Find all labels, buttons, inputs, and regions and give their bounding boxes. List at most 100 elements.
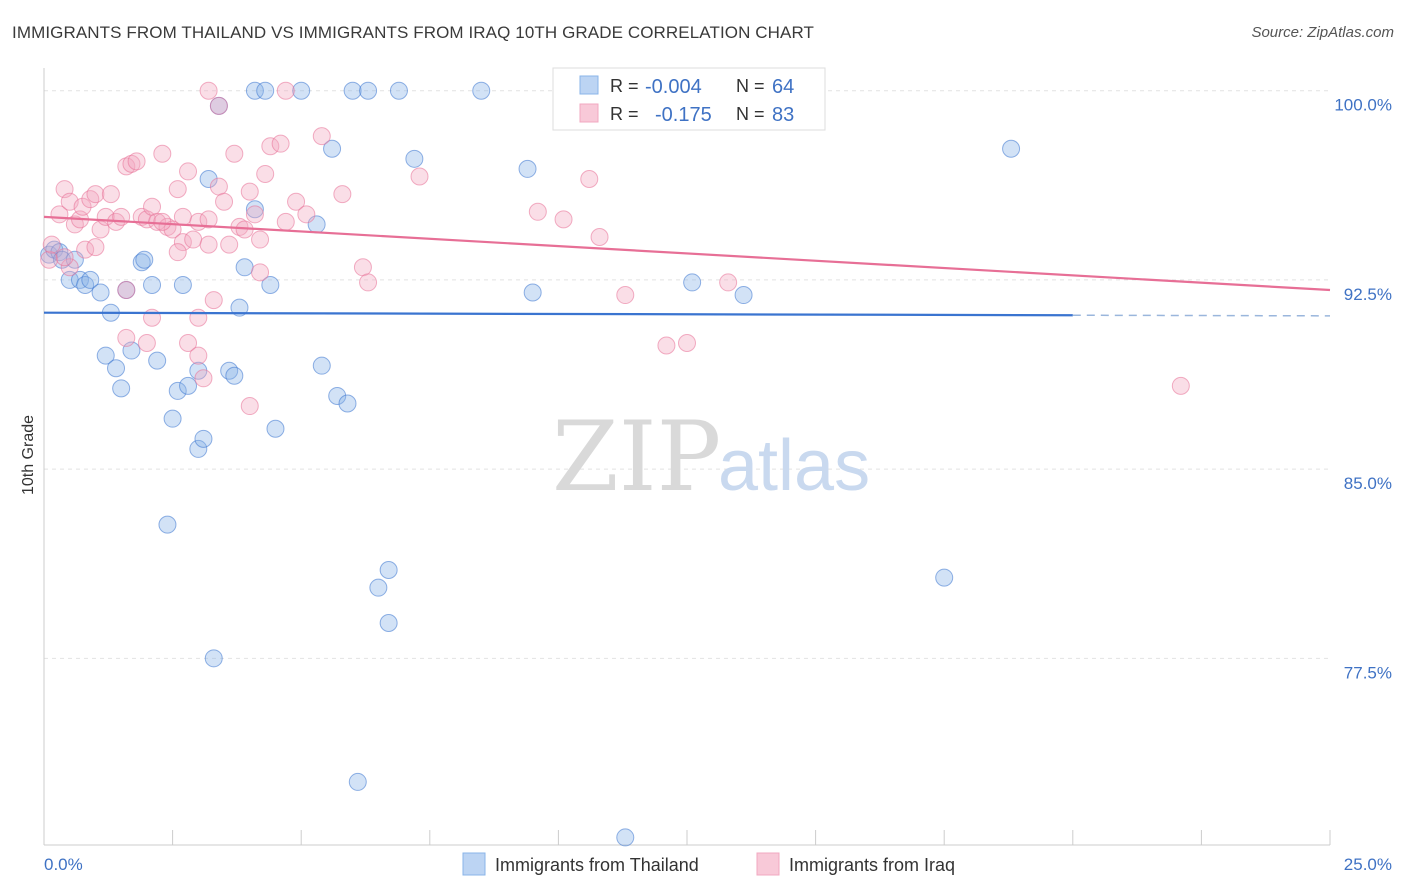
iraq-point-73: [240, 397, 259, 416]
iraq-point-52: [528, 202, 547, 221]
thailand-point-44: [163, 409, 182, 428]
iraq-point-15: [112, 207, 131, 226]
iraq-point-78: [55, 248, 74, 267]
iraq-point-32: [209, 177, 228, 196]
iraq-point-16: [117, 157, 136, 176]
x-ticks: [43, 830, 1331, 845]
iraq-point-74: [117, 281, 136, 299]
thailand-point-34: [518, 159, 537, 178]
thailand-point-54: [328, 386, 347, 405]
iraq-trend-line: [43, 215, 1331, 292]
stats-iraq-swatch: [579, 103, 599, 123]
iraq-point-46: [297, 205, 316, 224]
iraq-point-81: [251, 230, 270, 249]
thailand-point-16: [199, 170, 218, 188]
thailand-point-39: [96, 346, 115, 365]
iraq-point-17: [122, 154, 141, 173]
y-tick-label-2: 85.0%: [1344, 474, 1392, 493]
thailand-point-55: [338, 394, 357, 413]
iraq-point-39: [245, 205, 264, 224]
iraq-point-28: [179, 162, 198, 181]
iraq-point-82: [168, 243, 187, 262]
iraq-point-79: [153, 212, 172, 231]
thailand-point-53: [312, 356, 331, 375]
iraq-point-54: [580, 170, 599, 188]
thailand-point-6: [71, 270, 90, 289]
iraq-point-18: [127, 152, 146, 171]
chart-title: IMMIGRANTS FROM THAILAND VS IMMIGRANTS F…: [12, 23, 815, 42]
iraq-point-45: [287, 192, 306, 211]
thailand-point-22: [245, 81, 264, 100]
thailand-point-41: [112, 379, 131, 398]
thailand-point-60: [204, 649, 223, 668]
iraq-point-69: [189, 346, 208, 365]
thailand-point-12: [132, 253, 151, 272]
y-tick-label-3: 77.5%: [1344, 663, 1392, 682]
iraq-point-10: [86, 185, 105, 204]
thailand-point-8: [81, 270, 100, 289]
y-tick-label-0: 100.0%: [1334, 96, 1392, 115]
watermark-atlas: atlas: [718, 426, 870, 506]
thailand-point-26: [359, 81, 378, 100]
iraq-point-70: [194, 369, 213, 388]
iraq-point-77: [60, 258, 79, 277]
source-label: Source: ZipAtlas.com: [1251, 24, 1394, 41]
thailand-point-50: [220, 361, 239, 380]
iraq-point-31: [199, 210, 218, 229]
iraq-point-60: [1171, 376, 1190, 395]
thailand-point-35: [1002, 139, 1021, 158]
iraq-point-38: [240, 182, 259, 201]
thailand-point-37: [683, 273, 702, 292]
iraq-point-48: [333, 185, 352, 204]
iraq-point-1: [42, 235, 61, 254]
thailand-point-3: [53, 250, 72, 269]
stats-thailand-n-value: 64: [772, 76, 794, 98]
thailand-point-28: [472, 81, 491, 100]
iraq-point-76: [173, 207, 192, 226]
iraq-point-61: [199, 81, 218, 100]
iraq-point-50: [359, 273, 378, 292]
stats-thailand-r-value: -0.004: [645, 76, 702, 98]
thailand-point-45: [168, 381, 187, 400]
y-tick-labels: 100.0% 92.5% 85.0% 77.5%: [1334, 96, 1392, 683]
thailand-point-40: [107, 359, 126, 378]
legend-thailand-label: Immigrants from Thailand: [495, 855, 699, 875]
thailand-point-14: [143, 275, 162, 294]
iraq-point-42: [261, 137, 280, 156]
iraq-point-23: [153, 144, 172, 163]
thailand-point-20: [261, 275, 280, 294]
thailand-point-13: [135, 250, 154, 269]
thailand-trend-line: [43, 311, 1073, 317]
iraq-point-58: [678, 333, 696, 352]
thailand-point-56: [158, 515, 177, 534]
iraq-point-51: [410, 167, 429, 186]
thailand-point-23: [256, 81, 275, 100]
iraq-point-0: [40, 250, 59, 269]
thailand-point-27: [389, 81, 408, 100]
thailand-point-57: [369, 578, 388, 597]
iraq-point-27: [173, 233, 192, 252]
thailand-point-9: [91, 283, 110, 302]
iraq-point-67: [143, 308, 162, 327]
iraq-point-66: [137, 333, 156, 352]
stats-iraq-r-label: R =: [610, 104, 639, 124]
stats-box: R = -0.004 N = 64 R = -0.175 N = 83: [552, 67, 826, 131]
y-tick-label-1: 92.5%: [1344, 285, 1392, 304]
thailand-point-43: [148, 351, 167, 370]
thailand-point-38: [734, 286, 753, 305]
watermark: ZIP atlas: [552, 401, 870, 513]
stats-thailand-r-label: R =: [610, 76, 639, 96]
thailand-point-48: [194, 429, 213, 448]
iraq-point-33: [215, 192, 234, 211]
legend-iraq-label: Immigrants from Iraq: [789, 855, 955, 875]
iraq-point-80: [199, 235, 218, 254]
iraq-point-53: [554, 210, 573, 229]
iraq-point-56: [616, 286, 635, 305]
watermark-zip: ZIP: [552, 401, 721, 513]
legend-thailand-swatch: [462, 852, 486, 876]
stats-iraq-r-value: -0.175: [655, 104, 712, 126]
iraq-point-5: [65, 215, 84, 234]
stats-thailand-swatch: [579, 75, 599, 95]
iraq-point-7: [73, 197, 92, 216]
